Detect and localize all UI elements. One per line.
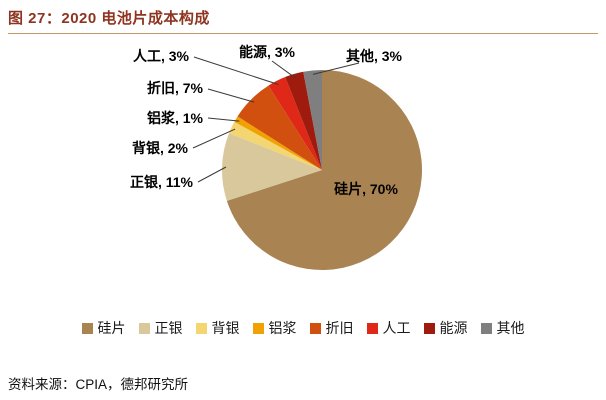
legend-item-6: 能源: [423, 318, 468, 338]
figure-title: 图 27：2020 电池片成本构成: [8, 10, 210, 27]
pie-slice-4: [237, 85, 322, 170]
legend-label: 背银: [211, 320, 240, 336]
pie-slice-5: [268, 77, 322, 170]
legend-label: 人工: [382, 320, 411, 336]
leader-line-4: [207, 88, 255, 103]
legend-swatch: [81, 322, 93, 334]
leader-line-7: [312, 62, 360, 75]
pie-slice-6: [285, 71, 322, 170]
legend-swatch: [309, 322, 321, 334]
leader-line-2: [192, 128, 236, 149]
leader-line-3: [207, 117, 240, 122]
legend-label: 铝浆: [268, 320, 297, 336]
source-note: 资料来源：CPIA，德邦研究所: [8, 377, 189, 392]
legend-label: 其他: [496, 320, 525, 336]
legend-item-2: 背银: [195, 318, 240, 338]
legend-swatch: [366, 322, 378, 334]
slice-label-7: 其他, 3%: [346, 48, 403, 64]
pie-slice-2: [229, 121, 322, 170]
slice-label-6: 能源, 3%: [239, 44, 296, 60]
slice-label-4: 折旧, 7%: [147, 80, 204, 96]
chart-legend: 硅片 正银 背银 铝浆 折旧 人工 能源 其他: [0, 318, 606, 338]
legend-label: 硅片: [97, 320, 126, 336]
legend-item-1: 正银: [138, 318, 183, 338]
pie-slice-7: [303, 70, 322, 170]
leader-line-6: [271, 60, 296, 79]
slice-label-1: 正银, 11%: [130, 174, 194, 190]
legend-swatch: [252, 322, 264, 334]
slice-label-0: 硅片, 70%: [334, 181, 398, 197]
legend-label: 正银: [154, 320, 183, 336]
leader-line-5: [193, 56, 279, 85]
slice-label-3: 铝浆, 1%: [147, 110, 204, 126]
legend-item-7: 其他: [480, 318, 525, 338]
slice-label-5: 人工, 3%: [133, 48, 190, 64]
legend-item-4: 折旧: [309, 318, 354, 338]
legend-item-0: 硅片: [81, 318, 126, 338]
title-divider: [8, 33, 598, 34]
pie-chart: 硅片, 70% 正银, 11% 背银, 2% 铝浆, 1% 折旧, 7% 人工, 3% 能源…: [130, 44, 422, 270]
slice-label-2: 背银, 2%: [132, 140, 189, 156]
legend-swatch: [195, 322, 207, 334]
legend-label: 能源: [439, 320, 468, 336]
legend-label: 折旧: [325, 320, 354, 336]
legend-swatch: [423, 322, 435, 334]
legend-item-3: 铝浆: [252, 318, 297, 338]
pie-slice-3: [234, 116, 322, 170]
leader-line-1: [197, 166, 227, 183]
legend-item-5: 人工: [366, 318, 411, 338]
pie-slice-0: [226, 70, 422, 270]
legend-swatch: [480, 322, 492, 334]
pie-slice-1: [221, 133, 322, 201]
legend-swatch: [138, 322, 150, 334]
